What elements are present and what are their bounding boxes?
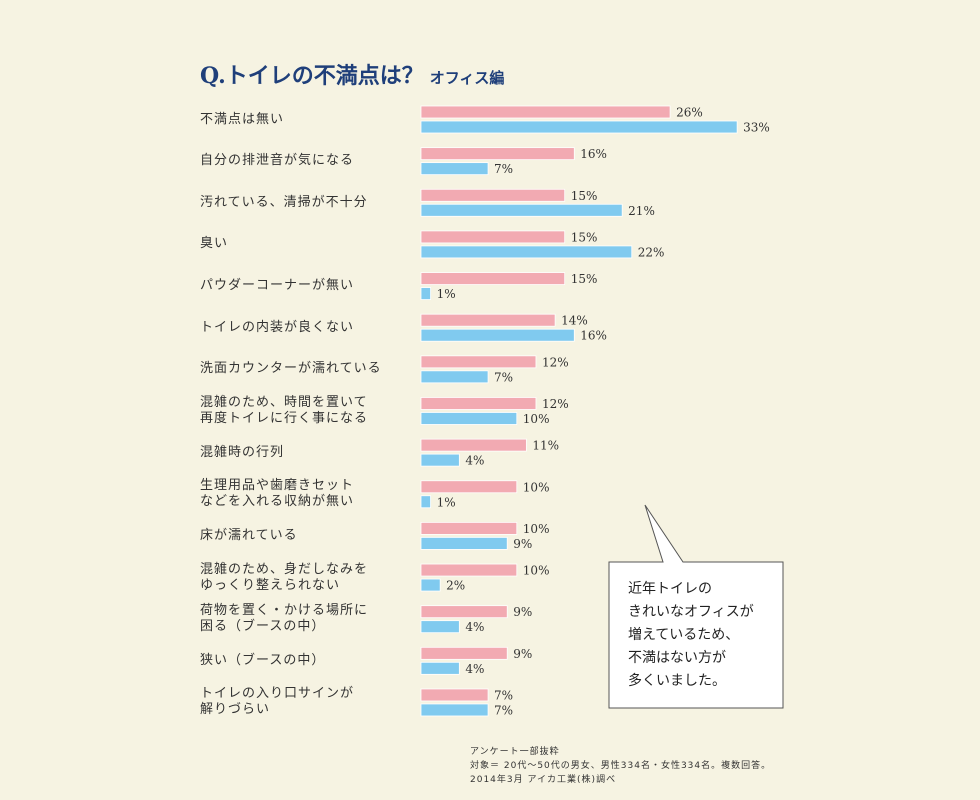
value-label: 21% [628,204,655,218]
bar [420,453,460,467]
bar [420,245,633,259]
value-label: 4% [465,620,484,634]
bar [420,703,489,717]
category-label: 狭い（ブースの中） [200,652,326,668]
chart-title: Q.トイレの不満点は？ [200,63,424,89]
value-label: 14% [561,314,588,328]
bar [420,313,556,327]
speech-bubble [608,504,784,709]
category-label: パウダーコーナーが無い [200,278,355,294]
bar [420,605,508,619]
bar [420,397,537,410]
bar [420,355,537,369]
bar [420,480,518,494]
value-label: 9% [513,537,532,551]
value-label: 9% [513,647,532,661]
bar [420,105,671,119]
value-label: 9% [513,605,532,619]
bar [420,522,518,535]
value-label: 1% [437,287,456,301]
bar [420,203,623,217]
category-label: 汚れている、清掃が不十分 [200,194,368,210]
value-label: 15% [571,189,598,203]
bar [420,620,460,634]
footnote: 2014年3月 アイカ工業(株)調べ [470,775,617,785]
bar [420,646,508,660]
value-label: 7% [494,162,513,176]
value-label: 12% [542,355,569,369]
value-label: 12% [542,397,569,411]
category-label: 生理用品や歯磨きセット などを入れる収納が無い [200,478,355,510]
bar [420,147,575,161]
bar [420,287,431,300]
category-label: 床が濡れている [200,527,298,543]
category-label: 混雑のため、身だしなみを ゆっくり整えられない [200,561,369,593]
category-label: 不満点は無い [200,111,285,127]
value-label: 26% [676,106,703,120]
chart-subtitle: オフィス編 [429,69,505,87]
bar [420,537,508,550]
value-label: 7% [494,703,513,717]
bar [420,162,489,176]
bar [420,272,566,285]
footnote: アンケート一部抜粋 [470,747,560,757]
value-label: 7% [494,370,513,384]
footnote: 対象＝ 20代～50代の男女、男性334名・女性334名。複数回答。 [470,761,772,771]
bar [420,578,441,592]
bar [420,120,738,134]
value-label: 16% [580,329,607,343]
value-label: 1% [437,495,456,509]
category-label: 洗面カウンターが濡れている [200,361,382,377]
category-label: トイレの内装が良くない [200,319,355,335]
value-label: 4% [465,662,484,676]
value-label: 22% [638,245,665,259]
bar [420,438,527,452]
category-label: 臭い [200,236,229,252]
value-label: 10% [523,564,550,578]
value-label: 10% [523,522,550,536]
value-label: 33% [743,121,770,135]
bar [420,370,489,384]
value-label: 7% [494,688,513,702]
value-label: 10% [523,480,550,494]
bar [420,495,431,509]
value-label: 2% [446,579,465,593]
bar [420,328,575,342]
bar [420,688,489,702]
value-label: 15% [571,230,598,244]
category-label: 混雑のため、時間を置いて 再度トイレに行く事になる [200,394,369,426]
bar [420,412,518,425]
bar [420,230,566,244]
category-label: 荷物を置く・かける場所に 困る（ブースの中） [200,603,369,635]
value-label: 4% [465,454,484,468]
bar [420,188,566,202]
bar [420,661,460,675]
value-label: 16% [580,147,607,161]
category-label: 自分の排泄音が気になる [200,153,355,169]
value-label: 15% [571,272,598,286]
category-label: トイレの入り口サインが 解りづらい [200,686,355,718]
annotation: 近年トイレの きれいなオフィスが 増えているため、 不満はない方が 多くいました… [628,581,754,689]
value-label: 11% [532,439,559,453]
category-label: 混雑時の行列 [200,444,285,460]
value-label: 10% [523,412,550,426]
title-wrap: Q.トイレの不満点は？ オフィス編 [200,58,504,90]
bar [420,563,518,577]
